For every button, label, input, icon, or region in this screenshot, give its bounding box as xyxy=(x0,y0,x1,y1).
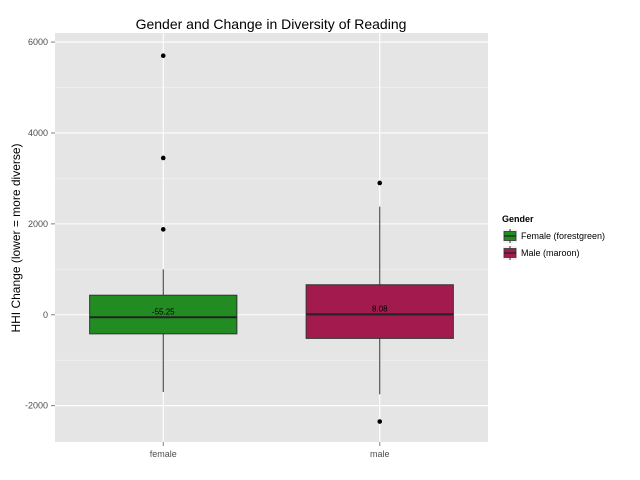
y-tick-label: 2000 xyxy=(28,219,48,229)
box-body xyxy=(89,294,238,335)
panel-background xyxy=(55,33,488,442)
y-tick-label: -2000 xyxy=(25,401,48,411)
box-male: 8.08 xyxy=(305,180,454,424)
legend: Gender Female (forestgreen) Male (maroon) xyxy=(502,214,605,260)
median-label: -55.25 xyxy=(152,307,175,316)
legend-title: Gender xyxy=(502,214,534,224)
outlier-point xyxy=(160,227,166,232)
box-body xyxy=(305,284,454,339)
outlier-point xyxy=(160,155,166,161)
y-axis-title: HHI Change (lower = more diverse) xyxy=(9,143,23,332)
x-tick-label: female xyxy=(150,449,177,459)
outlier-point xyxy=(377,419,383,424)
outlier-point xyxy=(377,180,383,186)
legend-label: Female (forestgreen) xyxy=(521,231,605,241)
chart-title: Gender and Change in Diversity of Readin… xyxy=(136,16,407,32)
legend-label: Male (maroon) xyxy=(521,248,580,258)
box-female: -55.25 xyxy=(89,53,238,393)
y-tick-label: 6000 xyxy=(28,37,48,47)
plot-panel: -2000 0 2000 4000 6000 female male -55.25 8.08 xyxy=(25,33,488,459)
outlier-point xyxy=(160,53,166,59)
y-tick-label: 0 xyxy=(43,310,48,320)
median-label: 8.08 xyxy=(372,304,388,313)
x-tick-label: male xyxy=(370,449,390,459)
y-tick-label: 4000 xyxy=(28,128,48,138)
